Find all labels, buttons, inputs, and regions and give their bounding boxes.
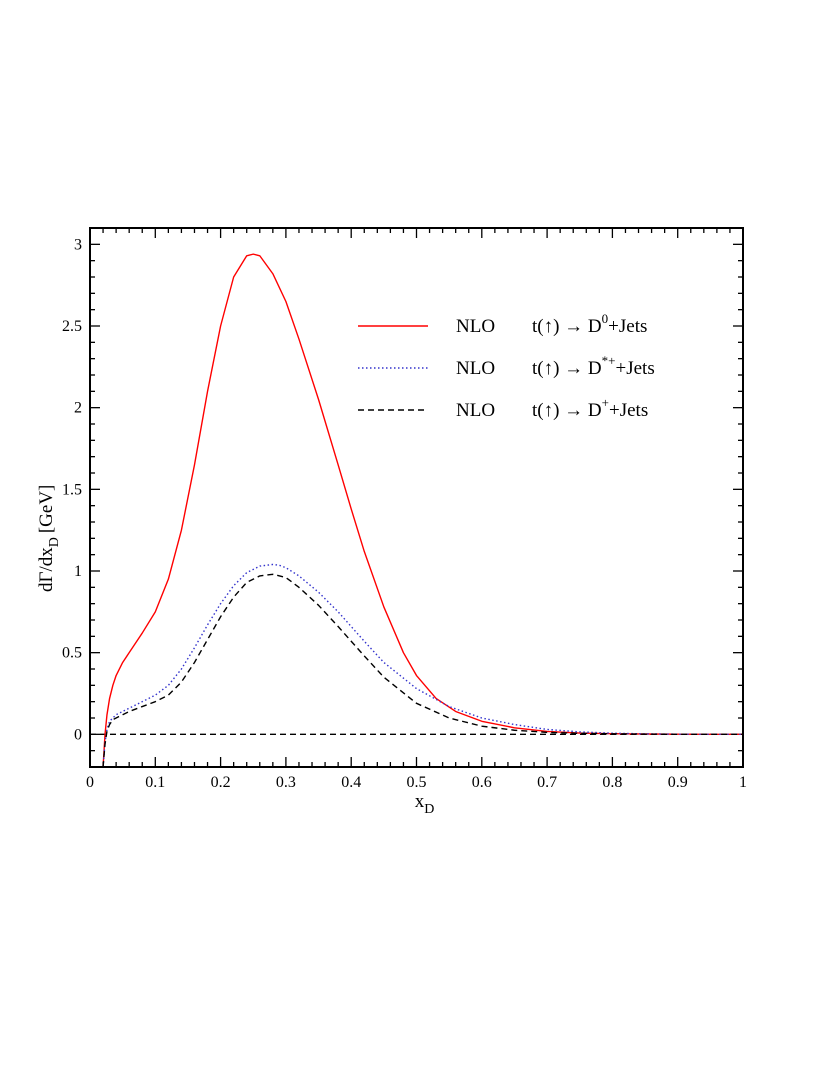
legend-prefix: NLO	[456, 358, 495, 379]
series-line-2	[102, 573, 743, 767]
x-tick-label: 0.9	[668, 774, 688, 791]
legend-label-1: t(↑) → D*++Jets	[532, 353, 655, 379]
legend-main: t(↑) → D	[532, 316, 602, 337]
x-tick-label: 0.4	[341, 774, 361, 791]
x-tick-label: 1	[739, 774, 747, 791]
y-axis-title-post: [GeV]	[36, 485, 57, 534]
plot-frame	[89, 227, 744, 768]
x-axis-title: xD	[415, 791, 435, 817]
legend-label-2: t(↑) → D++Jets	[532, 395, 648, 421]
legend-suffix: +Jets	[608, 316, 647, 337]
x-tick-label: 0.7	[537, 774, 557, 791]
y-tick-label: 0	[74, 726, 82, 743]
y-tick-label: 1	[74, 563, 82, 580]
legend-suffix: +Jets	[616, 358, 655, 379]
legend-suffix: +Jets	[609, 400, 648, 421]
legend-label-0: t(↑) → D0+Jets	[532, 311, 647, 337]
x-tick-label: 0.3	[276, 774, 296, 791]
y-tick-label: 2	[74, 400, 82, 417]
y-tick-label: 3	[74, 236, 82, 253]
series-line-0	[102, 253, 743, 767]
y-axis-title: dΓ/dxD [GeV]	[36, 485, 62, 592]
x-tick-label: 0.8	[602, 774, 622, 791]
x-tick-label: 0.5	[407, 774, 427, 791]
legend-sup: +	[602, 395, 609, 410]
x-tick-label: 0.1	[145, 774, 165, 791]
legend-sup: *+	[602, 353, 616, 368]
legend-prefix: NLO	[456, 400, 495, 421]
x-tick-label: 0.2	[211, 774, 231, 791]
y-axis-title-pre: dΓ/dx	[36, 547, 57, 592]
x-axis-title-sub: D	[424, 802, 434, 817]
y-tick-label: 1.5	[62, 481, 82, 498]
y-axis-title-sub: D	[47, 537, 62, 547]
series-line-1	[102, 563, 743, 767]
legend-main: t(↑) → D	[532, 400, 602, 421]
y-tick-label: 0.5	[62, 645, 82, 662]
x-axis-title-main: x	[415, 791, 425, 812]
tick-labels: 0 0.1 0.2 0.3 0.4 0.5 0.6 0.7 0.8 0.9 1 0 0.5 1 1.5 2 2.…	[62, 236, 747, 791]
x-tick-label: 0	[86, 774, 94, 791]
y-tick-label: 2.5	[62, 318, 82, 335]
plot-lines	[90, 253, 743, 767]
legend-main: t(↑) → D	[532, 358, 602, 379]
legend-prefix: NLO	[456, 316, 495, 337]
x-tick-label: 0.6	[472, 774, 492, 791]
legend-sup: 0	[602, 311, 609, 326]
